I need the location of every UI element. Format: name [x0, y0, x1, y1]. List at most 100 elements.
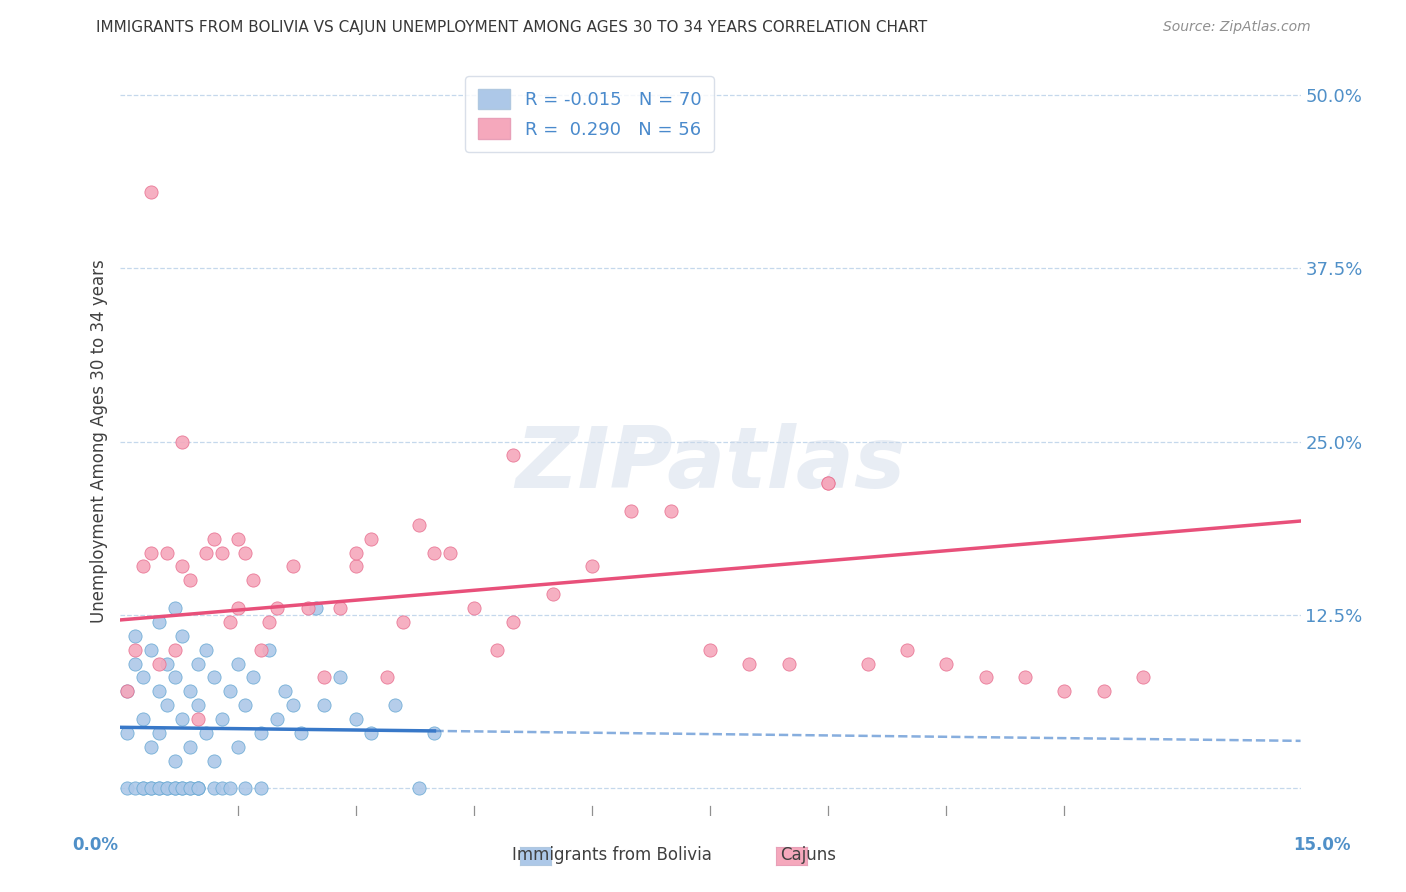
Point	[257, 615, 280, 629]
Point	[163, 601, 186, 615]
Point	[235, 698, 257, 713]
Point	[344, 559, 367, 574]
Point	[139, 781, 162, 796]
Point	[139, 739, 162, 754]
Point	[132, 670, 155, 684]
Point	[439, 545, 461, 559]
Point	[139, 642, 162, 657]
Text: 0.0%: 0.0%	[73, 836, 118, 854]
Point	[375, 670, 398, 684]
Point	[384, 698, 406, 713]
Point	[486, 642, 509, 657]
Point	[148, 657, 170, 671]
Point	[117, 781, 139, 796]
Point	[172, 434, 194, 449]
Point	[195, 545, 218, 559]
Point	[738, 657, 761, 671]
Legend: R = -0.015   N = 70, R =  0.290   N = 56: R = -0.015 N = 70, R = 0.290 N = 56	[465, 76, 714, 152]
Point	[423, 545, 446, 559]
Point	[699, 642, 721, 657]
Point	[314, 698, 336, 713]
Point	[974, 670, 997, 684]
Point	[274, 684, 297, 698]
Point	[935, 657, 957, 671]
Point	[179, 684, 201, 698]
Point	[242, 574, 264, 588]
Point	[132, 712, 155, 726]
Point	[581, 559, 603, 574]
Point	[132, 781, 155, 796]
Point	[218, 615, 240, 629]
Point	[163, 642, 186, 657]
Point	[226, 739, 249, 754]
Point	[202, 670, 225, 684]
Point	[172, 781, 194, 796]
Point	[156, 545, 179, 559]
Point	[163, 781, 186, 796]
Point	[172, 712, 194, 726]
Point	[202, 532, 225, 546]
Point	[148, 684, 170, 698]
Point	[226, 532, 249, 546]
Point	[132, 559, 155, 574]
Point	[187, 657, 209, 671]
Point	[172, 559, 194, 574]
Point	[211, 545, 233, 559]
Text: IMMIGRANTS FROM BOLIVIA VS CAJUN UNEMPLOYMENT AMONG AGES 30 TO 34 YEARS CORRELAT: IMMIGRANTS FROM BOLIVIA VS CAJUN UNEMPLO…	[96, 20, 927, 35]
Point	[290, 726, 312, 740]
Point	[257, 642, 280, 657]
Point	[896, 642, 918, 657]
Point	[502, 449, 524, 463]
Text: Source: ZipAtlas.com: Source: ZipAtlas.com	[1163, 20, 1310, 34]
Point	[250, 781, 273, 796]
Point	[187, 781, 209, 796]
Point	[541, 587, 564, 601]
Point	[463, 601, 485, 615]
Point	[392, 615, 415, 629]
Point	[360, 726, 382, 740]
Point	[187, 698, 209, 713]
Point	[195, 726, 218, 740]
Text: 15.0%: 15.0%	[1294, 836, 1350, 854]
Point	[226, 601, 249, 615]
Point	[187, 781, 209, 796]
Point	[329, 670, 352, 684]
Point	[281, 698, 304, 713]
Point	[117, 684, 139, 698]
Point	[202, 781, 225, 796]
Point	[218, 781, 240, 796]
Point	[148, 781, 170, 796]
Point	[329, 601, 352, 615]
Y-axis label: Unemployment Among Ages 30 to 34 years: Unemployment Among Ages 30 to 34 years	[90, 260, 108, 624]
Point	[163, 670, 186, 684]
Point	[360, 532, 382, 546]
Point	[117, 684, 139, 698]
Text: ZIPatlas: ZIPatlas	[515, 423, 905, 506]
Point	[235, 781, 257, 796]
Point	[156, 781, 179, 796]
Point	[817, 476, 839, 491]
Point	[163, 781, 186, 796]
Point	[172, 781, 194, 796]
Point	[659, 504, 682, 518]
Point	[226, 657, 249, 671]
Point	[211, 781, 233, 796]
Point	[156, 657, 179, 671]
Point	[139, 545, 162, 559]
Text: Cajuns: Cajuns	[780, 846, 837, 863]
Point	[250, 726, 273, 740]
Point	[817, 476, 839, 491]
Point	[124, 629, 146, 643]
Point	[1014, 670, 1036, 684]
Point	[187, 712, 209, 726]
Point	[195, 642, 218, 657]
Text: Immigrants from Bolivia: Immigrants from Bolivia	[512, 846, 711, 863]
Point	[172, 629, 194, 643]
Point	[242, 670, 264, 684]
Point	[211, 712, 233, 726]
Point	[179, 574, 201, 588]
Point	[156, 698, 179, 713]
Point	[266, 712, 288, 726]
Point	[124, 642, 146, 657]
Point	[179, 739, 201, 754]
